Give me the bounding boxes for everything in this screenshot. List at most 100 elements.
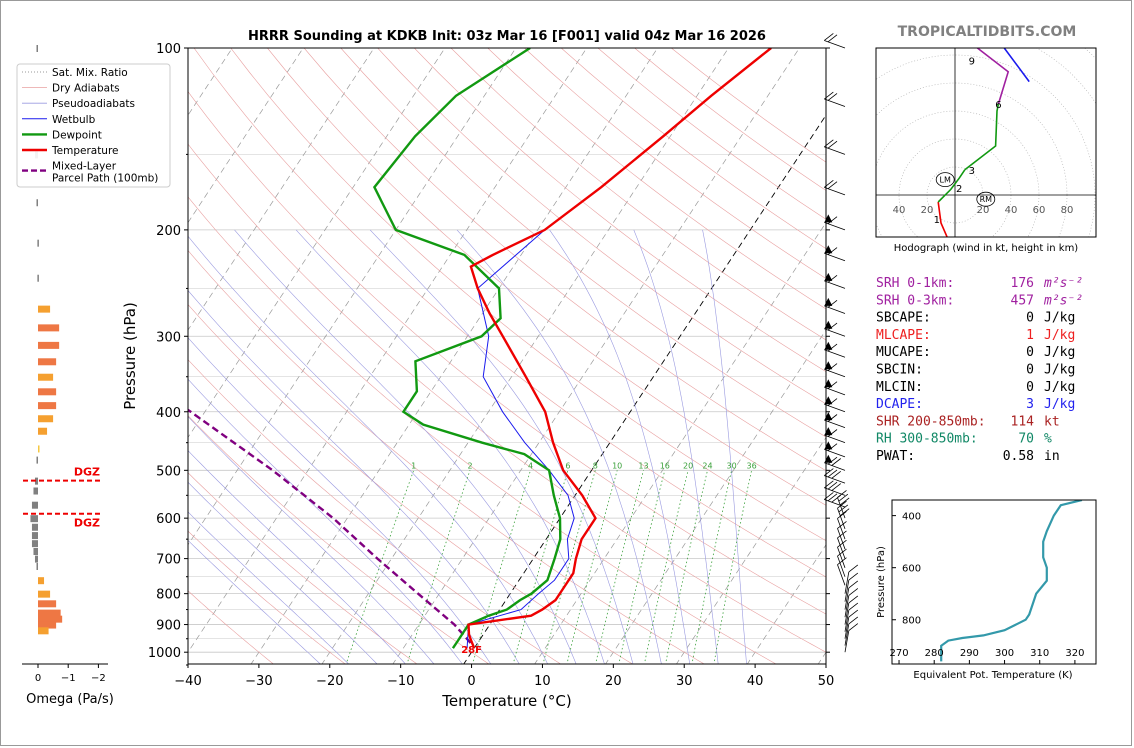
barb-flag (824, 341, 833, 350)
mixing-ratio-label: 8 (593, 461, 598, 470)
omega-bar (37, 239, 39, 247)
wind-barb (844, 602, 859, 632)
omega-bar (38, 627, 49, 635)
omega-bar (31, 532, 38, 540)
barb-feather (824, 33, 834, 41)
barb-feather (831, 470, 842, 479)
wind-barb (844, 588, 859, 618)
omega-bar (38, 577, 45, 585)
barb-shaft (824, 40, 846, 49)
omega-bars: DGZ DGZ (23, 45, 100, 635)
barb-shaft (824, 448, 846, 458)
isotherm-line (392, 48, 800, 664)
pseudoadiabat (188, 337, 492, 664)
barb-shaft (824, 434, 846, 444)
mixing-ratio-line (512, 470, 569, 664)
barb-flag (824, 427, 833, 436)
barb-feather (827, 343, 838, 352)
wind-barb (824, 361, 846, 378)
pressure-tick-label: 500 (156, 464, 181, 479)
omega-bar (38, 445, 40, 453)
barb-flag (824, 361, 833, 370)
mixing-ratio-label: 30 (727, 461, 737, 470)
pressure-tick-label: 300 (156, 330, 181, 345)
barb-shaft (837, 564, 846, 586)
wind-barb (824, 214, 846, 231)
index-value: 114 (1011, 414, 1035, 429)
theta-e-ytick-label: 800 (902, 616, 921, 627)
hodograph-segment (937, 169, 966, 203)
mixing-ratio-line (713, 470, 752, 664)
pseudoadiabat (633, 229, 719, 664)
barb-feather (827, 93, 838, 101)
temp-tick-label: 50 (818, 674, 835, 689)
theta-e-ylabel: Pressure (hPa) (876, 546, 887, 618)
pseudoadiabat (456, 229, 662, 664)
hodograph-height-mark: 3 (969, 166, 975, 177)
dry-adiabat (188, 196, 777, 664)
omega-bar (36, 45, 38, 52)
omega-bar (38, 388, 57, 396)
parcel-path-line (188, 408, 472, 644)
barb-feather (831, 483, 842, 491)
barb-shaft (824, 475, 846, 484)
omega-bar (33, 548, 38, 556)
wind-barb (844, 564, 859, 594)
omega-bar (38, 305, 51, 313)
wind-barb (837, 530, 847, 559)
barb-feather (827, 443, 838, 452)
skewt-panel: 1 2 4 6 8 10 13 16 20 24 30 36 28F 1002003004005006… (121, 33, 859, 710)
barb-shaft (824, 462, 846, 471)
index-row: SHR 200-850mb: 114 kt (876, 414, 1060, 429)
temp-tick-label: −40 (174, 674, 201, 689)
omega-bar (33, 487, 38, 495)
legend-label: Dewpoint (52, 129, 102, 141)
mixing-ratio-label: 4 (528, 461, 533, 470)
wind-barb (844, 595, 859, 625)
mixing-ratio-line (618, 470, 666, 664)
mixing-ratio-line (595, 470, 644, 664)
skewt-grid: 1 2 4 6 8 10 13 16 20 24 30 36 (188, 48, 826, 664)
barb-feather (824, 492, 834, 500)
barb-flag (824, 320, 833, 329)
index-unit: kt (1044, 414, 1060, 429)
dry-adiabat (188, 415, 490, 664)
skewt-ylabel: Pressure (hPa) (121, 302, 139, 410)
wind-barb (844, 572, 859, 602)
dry-adiabat (188, 530, 346, 664)
mixing-ratio-line (566, 470, 618, 664)
skewt-frame (187, 47, 827, 665)
wetbulb-line (466, 48, 772, 649)
barb-feather (824, 468, 834, 476)
barb-shaft (824, 252, 846, 262)
hodograph-ring-label: 80 (1061, 205, 1074, 216)
barb-flag (824, 272, 833, 281)
barb-shaft (824, 146, 846, 155)
mixing-ratio-label: 36 (747, 461, 757, 470)
brand-watermark: TROPICALTIDBITS.COM (898, 24, 1077, 40)
dry-adiabat (230, 48, 826, 542)
barb-shaft (824, 403, 846, 413)
mixing-ratio-label: 13 (638, 461, 648, 470)
mixing-ratio-line (542, 470, 596, 664)
temp-tick-label: 10 (534, 674, 551, 689)
legend-label: Temperature (51, 145, 119, 157)
hodograph-height-mark: 2 (956, 184, 962, 195)
barb-shaft (824, 280, 846, 289)
index-value: 0 (1026, 311, 1034, 326)
mixing-ratio-label: 1 (411, 461, 416, 470)
wind-barb (837, 511, 847, 540)
surface-temp-label: 28F (461, 645, 482, 656)
legend-label: Wetbulb (52, 114, 96, 126)
pseudoadiabat (295, 229, 605, 664)
pseudoadiabat (188, 481, 378, 664)
index-unit: J/kg (1044, 311, 1075, 326)
wind-barb (824, 139, 846, 155)
theta-e-ytick-label: 600 (902, 564, 921, 575)
index-unit: J/kg (1044, 380, 1075, 395)
temp-tick-label: 20 (605, 674, 622, 689)
wind-barb (824, 180, 846, 196)
index-value: 0 (1026, 380, 1034, 395)
mixing-ratio-line (691, 470, 732, 664)
